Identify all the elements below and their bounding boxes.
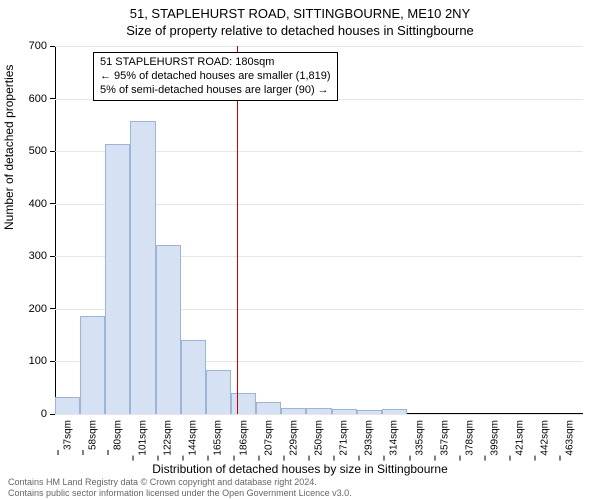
x-tick: 80sqm bbox=[112, 414, 123, 450]
y-tick: 500 bbox=[29, 145, 55, 157]
histogram-bar bbox=[55, 397, 80, 414]
x-axis-label: Distribution of detached houses by size … bbox=[0, 462, 600, 476]
x-tick: 421sqm bbox=[515, 414, 526, 456]
histogram-bar bbox=[181, 340, 206, 414]
x-tick: 122sqm bbox=[163, 414, 174, 456]
title-line2: Size of property relative to detached ho… bbox=[0, 23, 600, 40]
x-tick: 101sqm bbox=[138, 414, 149, 456]
y-tick: 100 bbox=[29, 355, 55, 367]
x-tick: 335sqm bbox=[414, 414, 425, 456]
histogram-bar bbox=[105, 144, 130, 414]
y-tick: 400 bbox=[29, 198, 55, 210]
y-tick: 200 bbox=[29, 303, 55, 315]
annot-line2: ← 95% of detached houses are smaller (1,… bbox=[100, 70, 331, 84]
x-tick: 463sqm bbox=[565, 414, 576, 456]
y-tick: 0 bbox=[41, 408, 55, 420]
x-tick: 229sqm bbox=[288, 414, 299, 456]
x-tick: 186sqm bbox=[238, 414, 249, 456]
y-tick: 700 bbox=[29, 40, 55, 52]
x-tick: 314sqm bbox=[389, 414, 400, 456]
footer-line1: Contains HM Land Registry data © Crown c… bbox=[8, 477, 352, 487]
y-axis-line bbox=[55, 46, 56, 414]
x-tick: 37sqm bbox=[62, 414, 73, 450]
footer-line2: Contains public sector information licen… bbox=[8, 488, 352, 498]
x-tick: 207sqm bbox=[263, 414, 274, 456]
annot-line1: 51 STAPLEHURST ROAD: 180sqm bbox=[100, 56, 331, 70]
histogram-bar bbox=[231, 393, 256, 414]
x-tick: 144sqm bbox=[188, 414, 199, 456]
footer-attribution: Contains HM Land Registry data © Crown c… bbox=[8, 477, 352, 498]
x-tick: 58sqm bbox=[87, 414, 98, 450]
x-tick: 442sqm bbox=[540, 414, 551, 456]
x-tick: 399sqm bbox=[490, 414, 501, 456]
plot-area: 010020030040050060070037sqm58sqm80sqm101… bbox=[55, 46, 583, 414]
x-tick: 165sqm bbox=[213, 414, 224, 456]
annot-line3: 5% of semi-detached houses are larger (9… bbox=[100, 84, 331, 98]
histogram-bar bbox=[156, 245, 181, 414]
histogram-bar bbox=[130, 121, 155, 414]
y-axis-label: Number of detached properties bbox=[2, 65, 16, 230]
x-tick: 293sqm bbox=[364, 414, 375, 456]
gridline bbox=[55, 46, 583, 47]
y-tick: 300 bbox=[29, 250, 55, 262]
histogram-bar bbox=[80, 316, 105, 414]
histogram-bar bbox=[256, 402, 281, 414]
x-tick: 357sqm bbox=[439, 414, 450, 456]
annotation-box: 51 STAPLEHURST ROAD: 180sqm← 95% of deta… bbox=[93, 52, 338, 101]
x-tick: 378sqm bbox=[464, 414, 475, 456]
chart-title: 51, STAPLEHURST ROAD, SITTINGBOURNE, ME1… bbox=[0, 0, 600, 40]
x-tick: 250sqm bbox=[314, 414, 325, 456]
y-tick: 600 bbox=[29, 93, 55, 105]
histogram-bar bbox=[206, 370, 231, 414]
title-line1: 51, STAPLEHURST ROAD, SITTINGBOURNE, ME1… bbox=[130, 6, 471, 21]
x-tick: 271sqm bbox=[339, 414, 350, 456]
